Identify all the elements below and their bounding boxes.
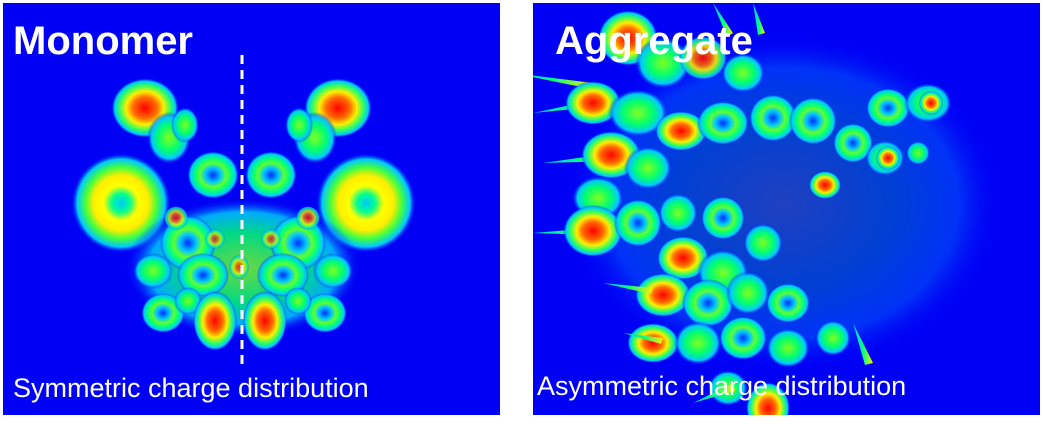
aggregate-density-map [533, 3, 1040, 415]
aggregate-caption: Asymmetric charge distribution [537, 371, 907, 401]
aggregate-title: Aggregate [555, 19, 753, 63]
monomer-caption: Symmetric charge distribution [13, 373, 369, 403]
monomer-panel: Monomer Symmetric charge distribution [3, 3, 500, 415]
aggregate-panel: Aggregate Asymmetric charge distribution [533, 3, 1040, 415]
monomer-title: Monomer [13, 19, 193, 63]
monomer-density-map [3, 3, 500, 415]
